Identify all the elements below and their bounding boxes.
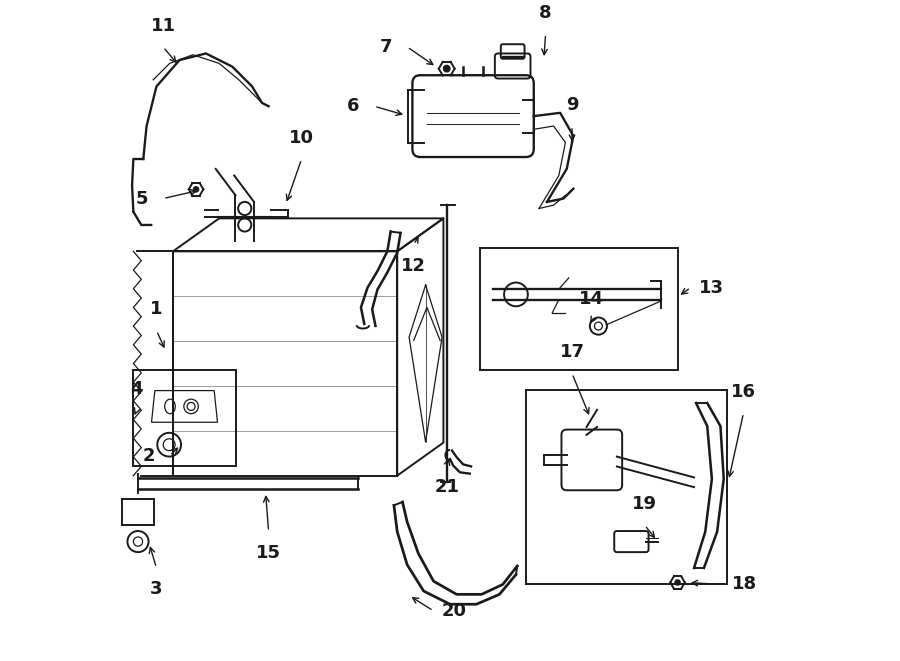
Text: 4: 4: [130, 379, 143, 397]
Circle shape: [674, 579, 681, 586]
Circle shape: [193, 186, 199, 192]
Text: 9: 9: [566, 96, 579, 114]
Text: 16: 16: [731, 383, 756, 401]
Text: 15: 15: [256, 544, 281, 562]
Text: 3: 3: [150, 580, 163, 598]
Text: 19: 19: [632, 495, 657, 513]
Text: 1: 1: [150, 300, 163, 319]
Text: 11: 11: [150, 17, 176, 35]
Text: 10: 10: [289, 129, 314, 147]
Bar: [480, 248, 678, 370]
Circle shape: [443, 65, 451, 73]
Text: 8: 8: [539, 3, 552, 22]
Text: 14: 14: [580, 290, 604, 309]
Text: 20: 20: [442, 602, 467, 620]
Text: 6: 6: [346, 97, 359, 115]
Text: 21: 21: [434, 478, 459, 496]
Text: 17: 17: [560, 343, 584, 362]
Bar: [526, 390, 727, 584]
Bar: [173, 251, 397, 476]
Text: 2: 2: [142, 447, 155, 465]
Text: 12: 12: [401, 257, 427, 275]
Text: 18: 18: [733, 576, 758, 594]
Text: 7: 7: [380, 38, 392, 56]
Text: 5: 5: [136, 190, 149, 208]
Bar: [133, 370, 236, 466]
Text: 13: 13: [699, 279, 725, 297]
